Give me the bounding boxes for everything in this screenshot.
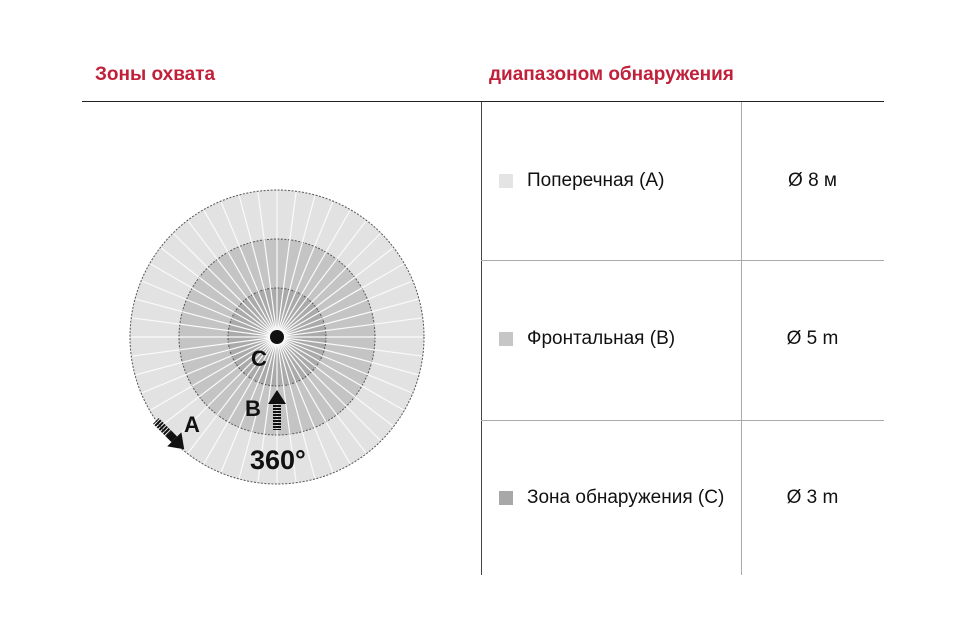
zone-a-swatch [499, 174, 513, 188]
detection-ray [276, 336, 351, 464]
detection-ray [238, 195, 278, 338]
detection-ray [276, 336, 404, 411]
section-title-detection-range: диапазоном обнаружения [489, 64, 734, 85]
detection-ray [276, 280, 413, 338]
detection-ray [203, 210, 278, 338]
zone-name: Зона обнаружения (C) [527, 487, 725, 508]
detection-ray [257, 192, 278, 338]
table-column-divider [741, 102, 742, 575]
zone-a-label: A [184, 412, 200, 437]
detection-ray [276, 336, 394, 427]
detection-ray [276, 263, 404, 338]
detection-ray [257, 336, 278, 482]
detection-ray [132, 336, 278, 357]
table-row-divider [481, 420, 884, 421]
detection-ray [276, 233, 381, 338]
detection-ray [276, 336, 381, 441]
header-divider [82, 101, 884, 102]
table-row-zone-b: Фронтальная (B) Ø 5 m [481, 261, 884, 420]
detection-ray [187, 336, 278, 454]
angle-label: 360° [250, 445, 306, 475]
detection-ray [173, 336, 278, 441]
sensor-dot [270, 330, 284, 344]
table-row-zone-a: Поперечная (A) Ø 8 м [481, 102, 884, 261]
zone-a-arrow-icon [153, 418, 185, 450]
zone-diameter: Ø 8 м [788, 170, 837, 191]
zone-b-swatch [499, 332, 513, 346]
table-row-divider [481, 260, 884, 261]
detection-ray [276, 192, 297, 338]
detection-ray [276, 336, 419, 376]
zone-c-swatch [499, 491, 513, 505]
detection-ray [276, 336, 334, 473]
table-row-zone-c: Зона обнаружения (C) Ø 3 m [481, 421, 884, 580]
detection-ray [276, 201, 334, 338]
zone-name: Фронтальная (B) [527, 328, 676, 349]
detection-ray [132, 317, 278, 338]
zone-c-label: C [251, 346, 267, 371]
detection-ray [276, 336, 367, 454]
zone-diameter: Ø 5 m [786, 328, 839, 349]
zone-b-arrow-icon [268, 390, 286, 430]
detection-ray [238, 336, 278, 479]
section-title-coverage-zones: Зоны охвата [95, 64, 216, 85]
detection-ray [135, 336, 278, 376]
detection-ray [276, 336, 316, 479]
detection-ray [141, 280, 278, 338]
detection-ray [135, 298, 278, 338]
detection-ray [276, 210, 351, 338]
detection-ray [220, 336, 278, 473]
detection-ray [276, 220, 367, 338]
table-left-border [481, 102, 482, 575]
zone-b-label: B [245, 396, 261, 421]
detection-ray [141, 336, 278, 394]
detection-rays [131, 191, 423, 483]
zone-name: Поперечная (A) [527, 170, 665, 191]
coverage-diagram: C B A 360° [129, 189, 425, 485]
detection-ray [173, 233, 278, 338]
detection-ray [160, 336, 278, 427]
detection-ray [203, 336, 278, 464]
detection-ray [276, 336, 422, 357]
detection-ray [276, 336, 413, 394]
detection-ray [187, 220, 278, 338]
detection-ray [276, 317, 422, 338]
zone-diameter: Ø 3 m [786, 487, 839, 508]
detection-ray [276, 195, 316, 338]
detection-ray [276, 336, 297, 482]
detection-ray [160, 247, 278, 338]
detection-ray [276, 298, 419, 338]
detection-ray [150, 336, 278, 411]
detection-ray [276, 247, 394, 338]
detection-ray [150, 263, 278, 338]
detection-ray [220, 201, 278, 338]
